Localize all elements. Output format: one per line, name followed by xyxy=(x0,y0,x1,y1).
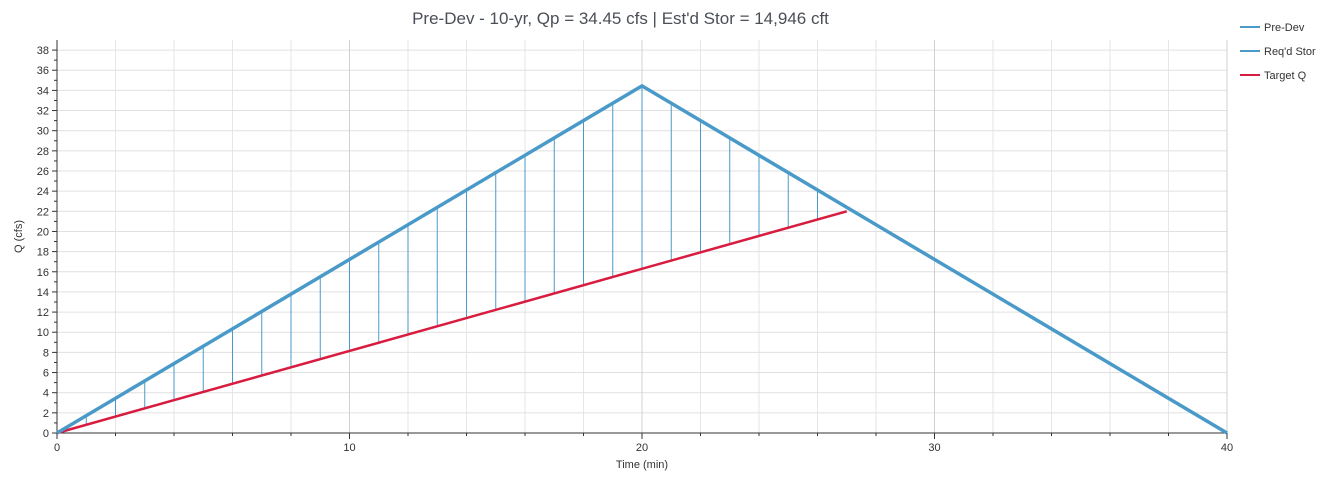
y-tick-label: 14 xyxy=(37,287,49,299)
series-line-pre-dev xyxy=(56,83,1228,435)
y-tick-label: 36 xyxy=(37,65,49,77)
y-tick-label: 6 xyxy=(43,368,49,380)
y-tick-label: 8 xyxy=(43,347,49,359)
y-tick-label: 4 xyxy=(43,388,49,400)
x-tick-label: 30 xyxy=(928,442,940,454)
y-tick-label: 2 xyxy=(43,408,49,420)
y-tick-label: 20 xyxy=(37,226,49,238)
y-tick-label: 0 xyxy=(43,428,49,440)
y-tick-label: 38 xyxy=(37,45,49,57)
x-tick-label: 10 xyxy=(343,442,355,454)
x-axis-title: Time (min) xyxy=(616,459,668,471)
y-tick-label: 32 xyxy=(37,106,49,118)
chart-title: Pre-Dev - 10-yr, Qp = 34.45 cfs | Est'd … xyxy=(412,9,829,28)
x-tick-label: 40 xyxy=(1221,442,1233,454)
y-tick-label: 12 xyxy=(37,307,49,319)
y-tick-label: 34 xyxy=(37,85,49,97)
y-tick-label: 18 xyxy=(37,247,49,259)
y-tick-label: 22 xyxy=(37,206,49,218)
legend-label: Target Q xyxy=(1264,70,1307,82)
y-tick-label: 16 xyxy=(37,267,49,279)
legend-label: Pre-Dev xyxy=(1264,22,1305,34)
x-tick-label: 0 xyxy=(54,442,60,454)
x-tick-label: 20 xyxy=(636,442,648,454)
series-line-target-q xyxy=(56,210,848,435)
y-tick-label: 24 xyxy=(37,186,49,198)
y-tick-label: 26 xyxy=(37,166,49,178)
legend-label: Req'd Stor xyxy=(1264,46,1316,58)
y-tick-label: 28 xyxy=(37,146,49,158)
y-axis-title: Q (cfs) xyxy=(13,220,25,253)
y-tick-label: 10 xyxy=(37,327,49,339)
y-tick-label: 30 xyxy=(37,126,49,138)
